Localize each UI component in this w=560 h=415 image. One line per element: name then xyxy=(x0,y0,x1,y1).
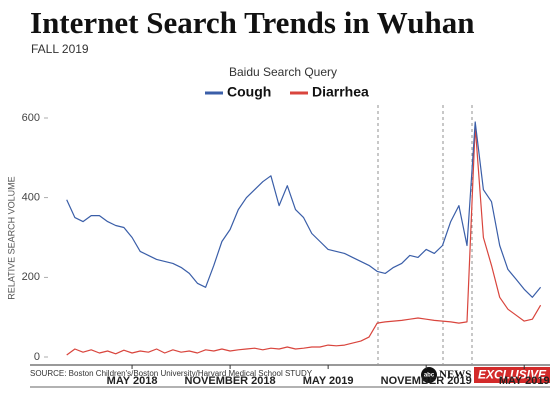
badge: abc NEWS EXCLUSIVE xyxy=(421,367,550,383)
legend-label: Diarrhea xyxy=(312,84,369,100)
chart-subtitle: FALL 2019 xyxy=(31,42,89,56)
y-axis-label: RELATIVE SEARCH VOLUME xyxy=(6,176,16,299)
badge-news: NEWS xyxy=(439,369,471,381)
legend-label: Cough xyxy=(227,84,271,100)
chart-title: Internet Search Trends in Wuhan xyxy=(30,5,474,40)
badge-label: EXCLUSIVE xyxy=(478,368,547,382)
series-line xyxy=(66,121,542,298)
y-tick-label: 200 xyxy=(22,271,40,283)
x-tick-label: MAY 2019 xyxy=(499,375,550,387)
y-tick-label: 600 xyxy=(22,112,40,124)
x-tick-label: NOVEMBER 2019 xyxy=(381,375,472,387)
y-tick-label: 0 xyxy=(34,351,40,363)
series-line xyxy=(66,125,542,356)
badge-box xyxy=(474,367,550,383)
badge-logo xyxy=(421,367,437,383)
source: SOURCE: Boston Children's/Boston Univers… xyxy=(30,369,313,378)
x-tick-label: NOVEMBER 2018 xyxy=(185,375,276,387)
annotation-lines xyxy=(377,105,473,364)
badge-network: abc xyxy=(424,373,435,379)
y-tick-label: 400 xyxy=(22,192,40,204)
legend-title: Baidu Search Query xyxy=(229,65,337,79)
x-tick-label: MAY 2019 xyxy=(303,375,354,387)
x-tick-label: MAY 2018 xyxy=(107,375,158,387)
